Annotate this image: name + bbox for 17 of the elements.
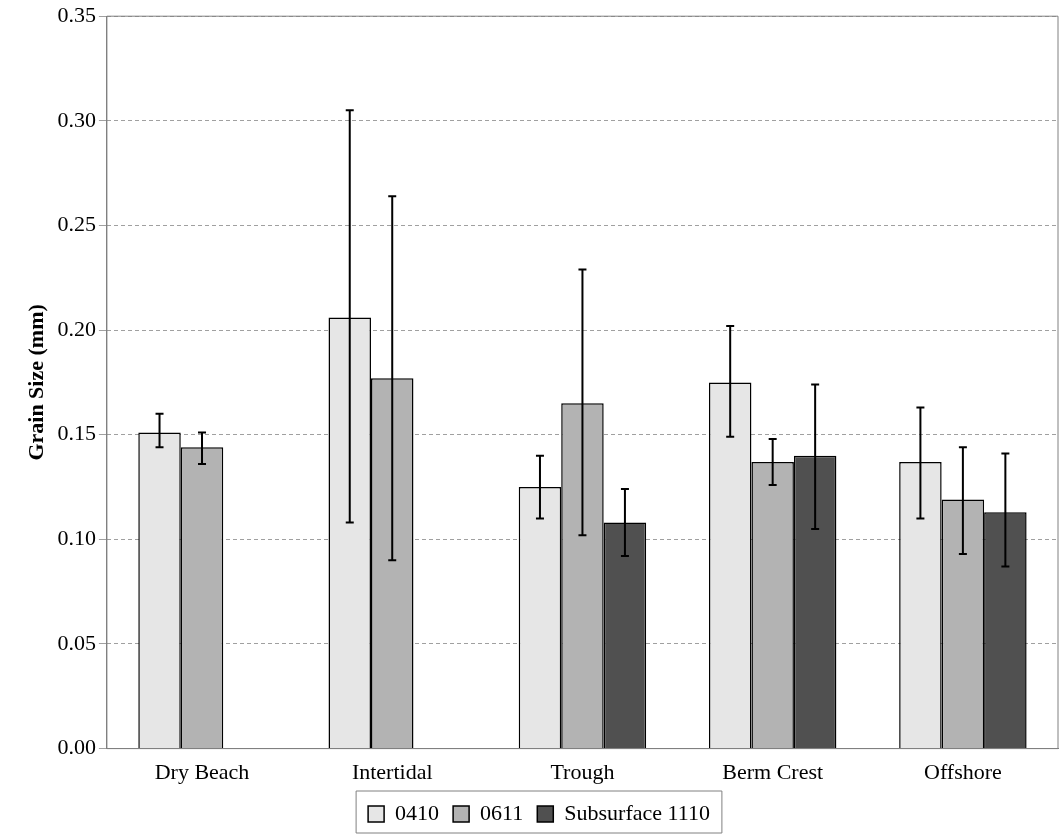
y-tick-label: 0.05 bbox=[57, 629, 96, 655]
legend-label: 0410 bbox=[395, 799, 440, 825]
y-tick-label: 0.30 bbox=[57, 106, 96, 132]
x-tick-label: Offshore bbox=[923, 758, 1002, 784]
y-tick-label: 0.15 bbox=[57, 420, 96, 446]
x-tick-label: Berm Crest bbox=[722, 758, 824, 784]
y-tick-label: 0.25 bbox=[57, 211, 96, 237]
y-tick-label: 0.10 bbox=[57, 525, 96, 551]
x-tick-label: Dry Beach bbox=[154, 758, 250, 784]
y-tick-label: 0.35 bbox=[57, 1, 96, 27]
y-tick-label: 0.20 bbox=[57, 315, 96, 341]
y-tick-label: 0.00 bbox=[57, 734, 96, 760]
legend-label: Subsurface 1110 bbox=[564, 799, 710, 825]
y-axis-title: Grain Size (mm) bbox=[22, 304, 48, 461]
x-tick-label: Trough bbox=[550, 758, 615, 784]
x-tick-label: Intertidal bbox=[351, 758, 433, 784]
legend-label: 0611 bbox=[480, 799, 524, 825]
